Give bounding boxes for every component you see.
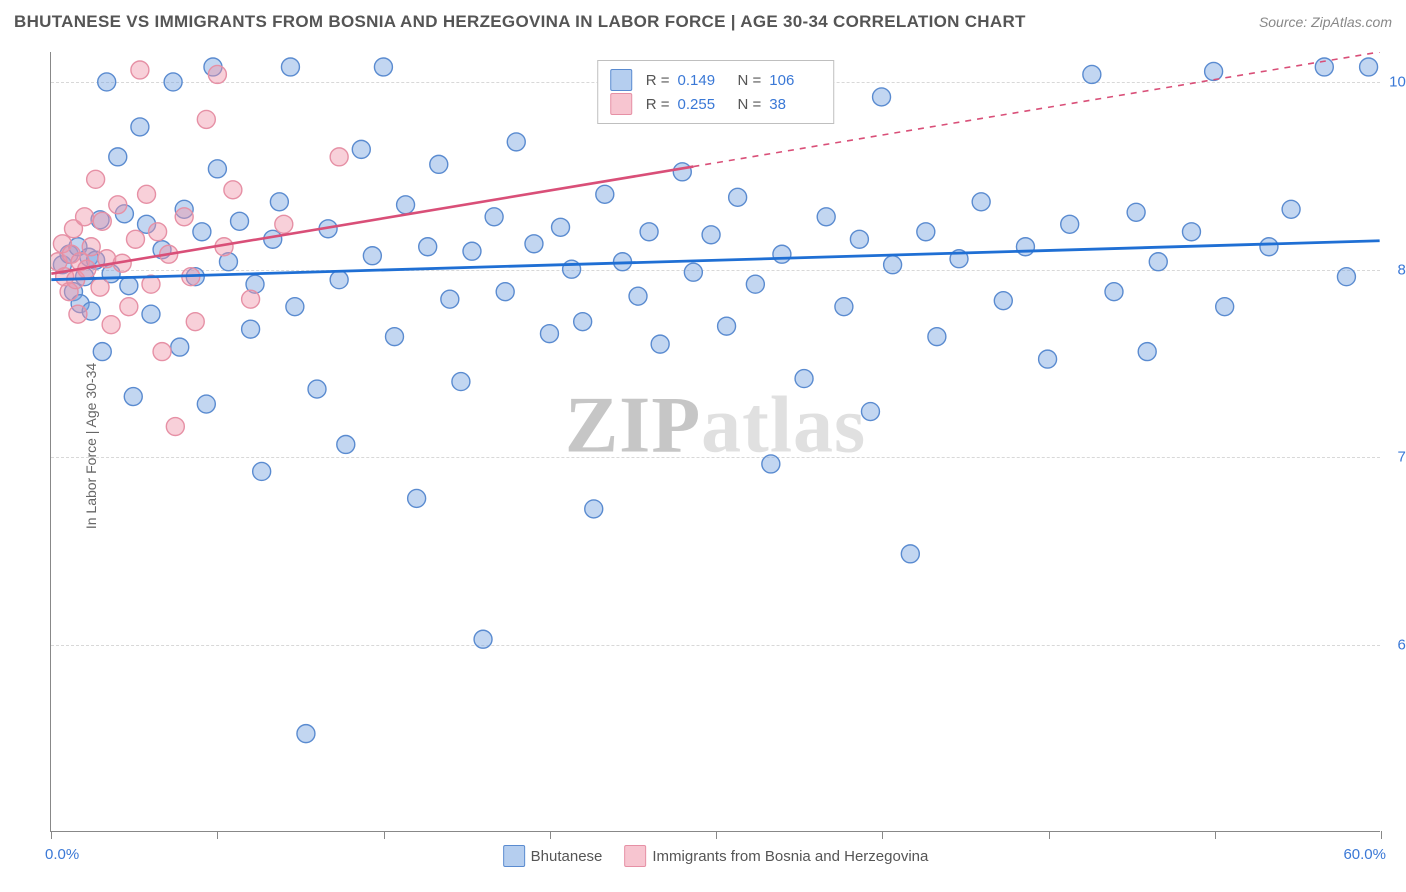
legend-row-series-0: R = 0.149 N = 106 xyxy=(610,69,822,91)
gridline-h xyxy=(51,645,1380,646)
swatch-icon xyxy=(610,93,632,115)
gridline-h xyxy=(51,457,1380,458)
legend-item-series-1: Immigrants from Bosnia and Herzegovina xyxy=(624,845,928,867)
source-attribution: Source: ZipAtlas.com xyxy=(1259,14,1392,30)
x-tick xyxy=(51,831,52,839)
x-tick xyxy=(1215,831,1216,839)
swatch-icon xyxy=(503,845,525,867)
legend-item-series-0: Bhutanese xyxy=(503,845,603,867)
y-tick-label: 87.5% xyxy=(1385,261,1406,278)
correlation-legend-box: R = 0.149 N = 106 R = 0.255 N = 38 xyxy=(597,60,835,124)
y-tick-label: 62.5% xyxy=(1385,636,1406,653)
swatch-icon xyxy=(624,845,646,867)
swatch-icon xyxy=(610,69,632,91)
legend-label-0: Bhutanese xyxy=(531,848,603,865)
legend-label-1: Immigrants from Bosnia and Herzegovina xyxy=(652,848,928,865)
x-tick xyxy=(716,831,717,839)
x-axis-min-label: 0.0% xyxy=(45,846,79,863)
x-tick xyxy=(1381,831,1382,839)
n-value-1: 38 xyxy=(769,96,821,113)
trend-lines-layer xyxy=(51,52,1380,831)
chart-title: BHUTANESE VS IMMIGRANTS FROM BOSNIA AND … xyxy=(14,12,1026,31)
y-tick-label: 100.0% xyxy=(1385,74,1406,91)
x-tick xyxy=(882,831,883,839)
scatter-plot-area: ZIPatlas R = 0.149 N = 106 R = 0.255 N =… xyxy=(50,52,1380,832)
r-value-1: 0.255 xyxy=(678,96,730,113)
scatter-points-layer xyxy=(51,52,1380,831)
x-tick xyxy=(384,831,385,839)
series-legend: Bhutanese Immigrants from Bosnia and Her… xyxy=(503,845,929,867)
x-axis-max-label: 60.0% xyxy=(1343,846,1386,863)
n-value-0: 106 xyxy=(769,72,821,89)
x-tick xyxy=(217,831,218,839)
x-tick xyxy=(550,831,551,839)
x-tick xyxy=(1049,831,1050,839)
y-tick-label: 75.0% xyxy=(1385,449,1406,466)
gridline-h xyxy=(51,270,1380,271)
legend-row-series-1: R = 0.255 N = 38 xyxy=(610,93,822,115)
r-value-0: 0.149 xyxy=(678,72,730,89)
